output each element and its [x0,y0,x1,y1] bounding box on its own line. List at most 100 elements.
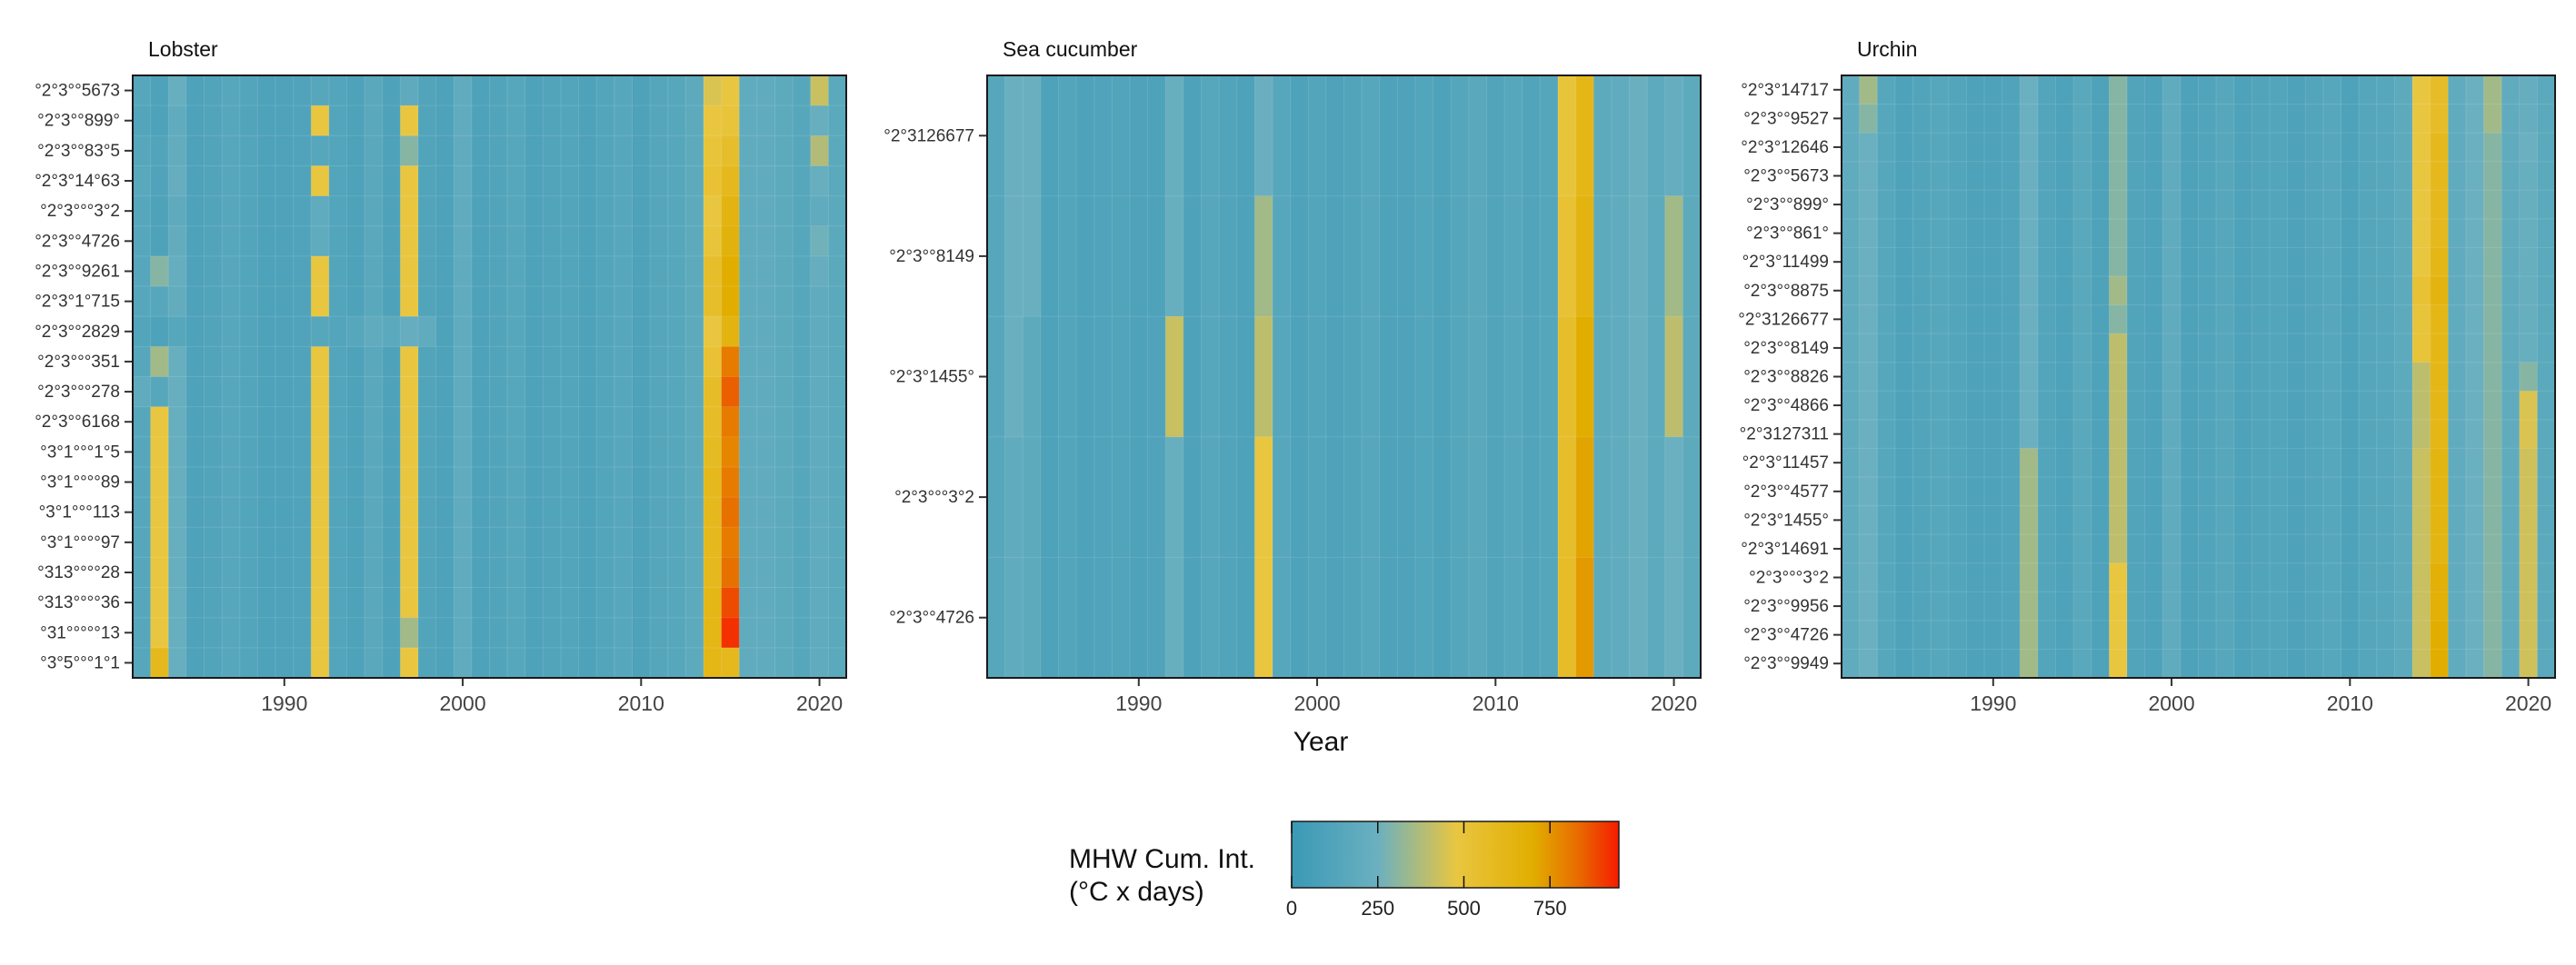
heatmap-cell [2073,218,2092,249]
heatmap-cell [2430,190,2449,220]
heatmap-cell [2287,620,2306,651]
heatmap-cell [2412,247,2431,277]
heatmap-cell [1593,75,1612,197]
legend-title-line2: (°C x days) [1069,877,1204,907]
heatmap-cell [1894,104,1914,134]
heatmap-cell [2359,534,2378,564]
heatmap-cell [2376,104,2395,134]
heatmap-cell [1931,448,1950,478]
heatmap-cell [1522,195,1541,317]
heatmap-cell [133,587,152,619]
heatmap-cell [2537,75,2556,105]
heatmap-cell [1343,195,1363,317]
heatmap-cell [561,195,580,227]
heatmap-cell [1931,620,1950,651]
heatmap-cell [382,406,401,438]
heatmap-cell [1966,534,1985,564]
heatmap-cell [2359,75,2378,105]
heatmap-cell [2233,276,2252,306]
heatmap-cell [793,165,812,197]
heatmap-cell [721,557,740,589]
heatmap-cell [2322,534,2342,564]
heatmap-cell [275,346,295,378]
heatmap-cell [2465,75,2485,105]
heatmap-cell [2322,104,2342,134]
heatmap-cell [1130,316,1149,438]
heatmap-cell [204,557,223,589]
heatmap-cell [632,527,651,558]
heatmap-cell [2109,75,2128,105]
heatmap-cell [828,466,847,498]
heatmap-cell [561,346,580,378]
heatmap-cell [382,497,401,528]
heatmap-cell [204,135,223,167]
heatmap-cell [435,75,454,106]
heatmap-cell [2198,247,2217,277]
heatmap-cell [257,587,276,619]
heatmap-cell [150,135,169,167]
heatmap-cell [275,225,295,257]
heatmap-cell [2519,448,2538,478]
x-tick-label: 2000 [1293,691,1340,715]
heatmap-cell [1948,276,1967,306]
heatmap-cell [275,316,295,347]
heatmap-cell [1023,75,1042,197]
heatmap-cell [2162,190,2182,220]
heatmap-cell [2359,218,2378,249]
heatmap-cell [435,466,454,498]
heatmap-cell [793,225,812,257]
heatmap-cell [2233,477,2252,507]
heatmap-cell [561,316,580,347]
heatmap-cell [2020,304,2039,334]
heatmap-cell [667,105,686,136]
heatmap-cell [578,165,597,197]
heatmap-cell [1912,649,1932,679]
heatmap-cell [2037,419,2057,450]
heatmap-cell [1290,75,1309,197]
heatmap-cell [524,557,544,589]
heatmap-cell [1682,436,1702,558]
heatmap-cell [204,406,223,438]
heatmap-cell [2198,104,2217,134]
heatmap-cell [667,497,686,528]
heatmap-cell [543,105,562,136]
heatmap-cell [2055,304,2074,334]
heatmap-cell [2144,161,2163,191]
heatmap-cell [435,617,454,649]
heatmap-cell [168,436,187,468]
heatmap-cell [2073,247,2092,277]
heatmap-cell [1165,195,1184,317]
heatmap-cell [364,647,384,679]
heatmap-cell [704,195,723,227]
heatmap-cell [364,195,384,227]
heatmap-cell [454,346,473,378]
heatmap-cell [2465,534,2485,564]
heatmap-cell [471,105,491,136]
heatmap-cell [2287,534,2306,564]
heatmap-cell [1966,620,1985,651]
heatmap-cell [739,286,758,317]
heatmap-cell [1912,534,1932,564]
heatmap-cell [2501,75,2521,105]
heatmap-cell [222,346,241,378]
heatmap-cell [2198,333,2217,363]
heatmap-cell [2430,75,2449,105]
heatmap-cell [2162,362,2182,392]
heatmap-cell [1540,75,1559,197]
heatmap-cell [524,617,544,649]
heatmap-cell [364,75,384,106]
heatmap-cell [1504,316,1523,438]
heatmap-cell [2002,161,2021,191]
heatmap-cell [596,406,615,438]
heatmap-cell [346,436,365,468]
heatmap-cell [578,497,597,528]
heatmap-cell [2412,276,2431,306]
y-tick-label: °3°1°°°°97 [40,533,120,552]
heatmap-cell [2359,391,2378,421]
heatmap-cell [435,105,454,136]
heatmap-cell [204,466,223,498]
heatmap-cell [2233,218,2252,249]
heatmap-cell [721,286,740,317]
heatmap-cell [507,195,526,227]
heatmap-cell [1842,333,1861,363]
